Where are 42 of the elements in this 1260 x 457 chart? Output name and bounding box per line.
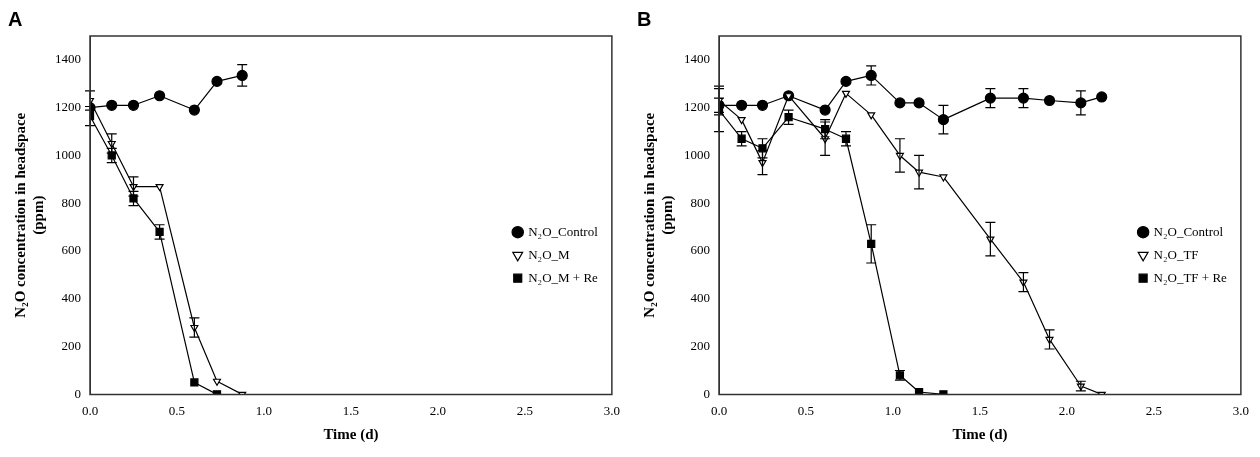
x-tick-label: 0.0: [710, 402, 728, 418]
y-tick-label: 1200: [684, 99, 710, 115]
x-axis-title: Time (d): [323, 425, 379, 443]
x-tick-label: 2.0: [429, 402, 447, 418]
y-tick-label: 400: [61, 290, 81, 306]
x-tick-label: 2.5: [1145, 402, 1163, 418]
y-tick-label: 200: [61, 338, 81, 354]
legend-label: N₂O_Control: [1153, 223, 1224, 239]
y-tick-label: 200: [690, 338, 710, 354]
chart-title: A: [8, 7, 23, 30]
x-tick-label: 1.5: [342, 402, 360, 418]
y-axis-title: N₂O concentration in headspace (ppm): [11, 112, 47, 318]
x-tick-label: 0.0: [81, 402, 99, 418]
chart-title: B: [637, 7, 652, 30]
y-tick-label: 800: [690, 194, 710, 210]
x-tick-label: 1.0: [884, 402, 902, 418]
x-tick-label: 0.5: [168, 402, 186, 418]
legend-label: N₂O_Control: [528, 223, 599, 239]
x-tick-label: 1.5: [971, 402, 989, 418]
legend-label: N₂O_M + Re: [528, 269, 599, 285]
y-tick-label: 0: [703, 385, 710, 401]
y-axis-title: N₂O concentration in headspace (ppm): [640, 112, 676, 318]
legend-label: N₂O_TF + Re: [1153, 269, 1228, 285]
legend-label: N₂O_TF: [1153, 246, 1199, 262]
y-tick-label: 400: [690, 290, 710, 306]
y-tick-label: 1000: [684, 146, 710, 162]
x-tick-label: 3.0: [1232, 402, 1249, 418]
y-tick-label: 800: [61, 194, 81, 210]
y-tick-label: 1400: [684, 51, 710, 67]
y-tick-label: 1400: [55, 51, 81, 67]
y-tick-label: 600: [690, 242, 710, 258]
y-tick-label: 600: [61, 242, 81, 258]
x-tick-label: 1.0: [255, 402, 273, 418]
x-tick-label: 2.5: [516, 402, 534, 418]
x-tick-label: 0.5: [797, 402, 815, 418]
x-tick-label: 3.0: [603, 402, 620, 418]
x-tick-label: 2.0: [1058, 402, 1076, 418]
x-axis-title: Time (d): [952, 425, 1008, 443]
y-tick-label: 1200: [55, 99, 81, 115]
y-tick-label: 1000: [55, 146, 81, 162]
y-tick-label: 0: [74, 385, 81, 401]
legend-label: N₂O_M: [528, 246, 571, 262]
